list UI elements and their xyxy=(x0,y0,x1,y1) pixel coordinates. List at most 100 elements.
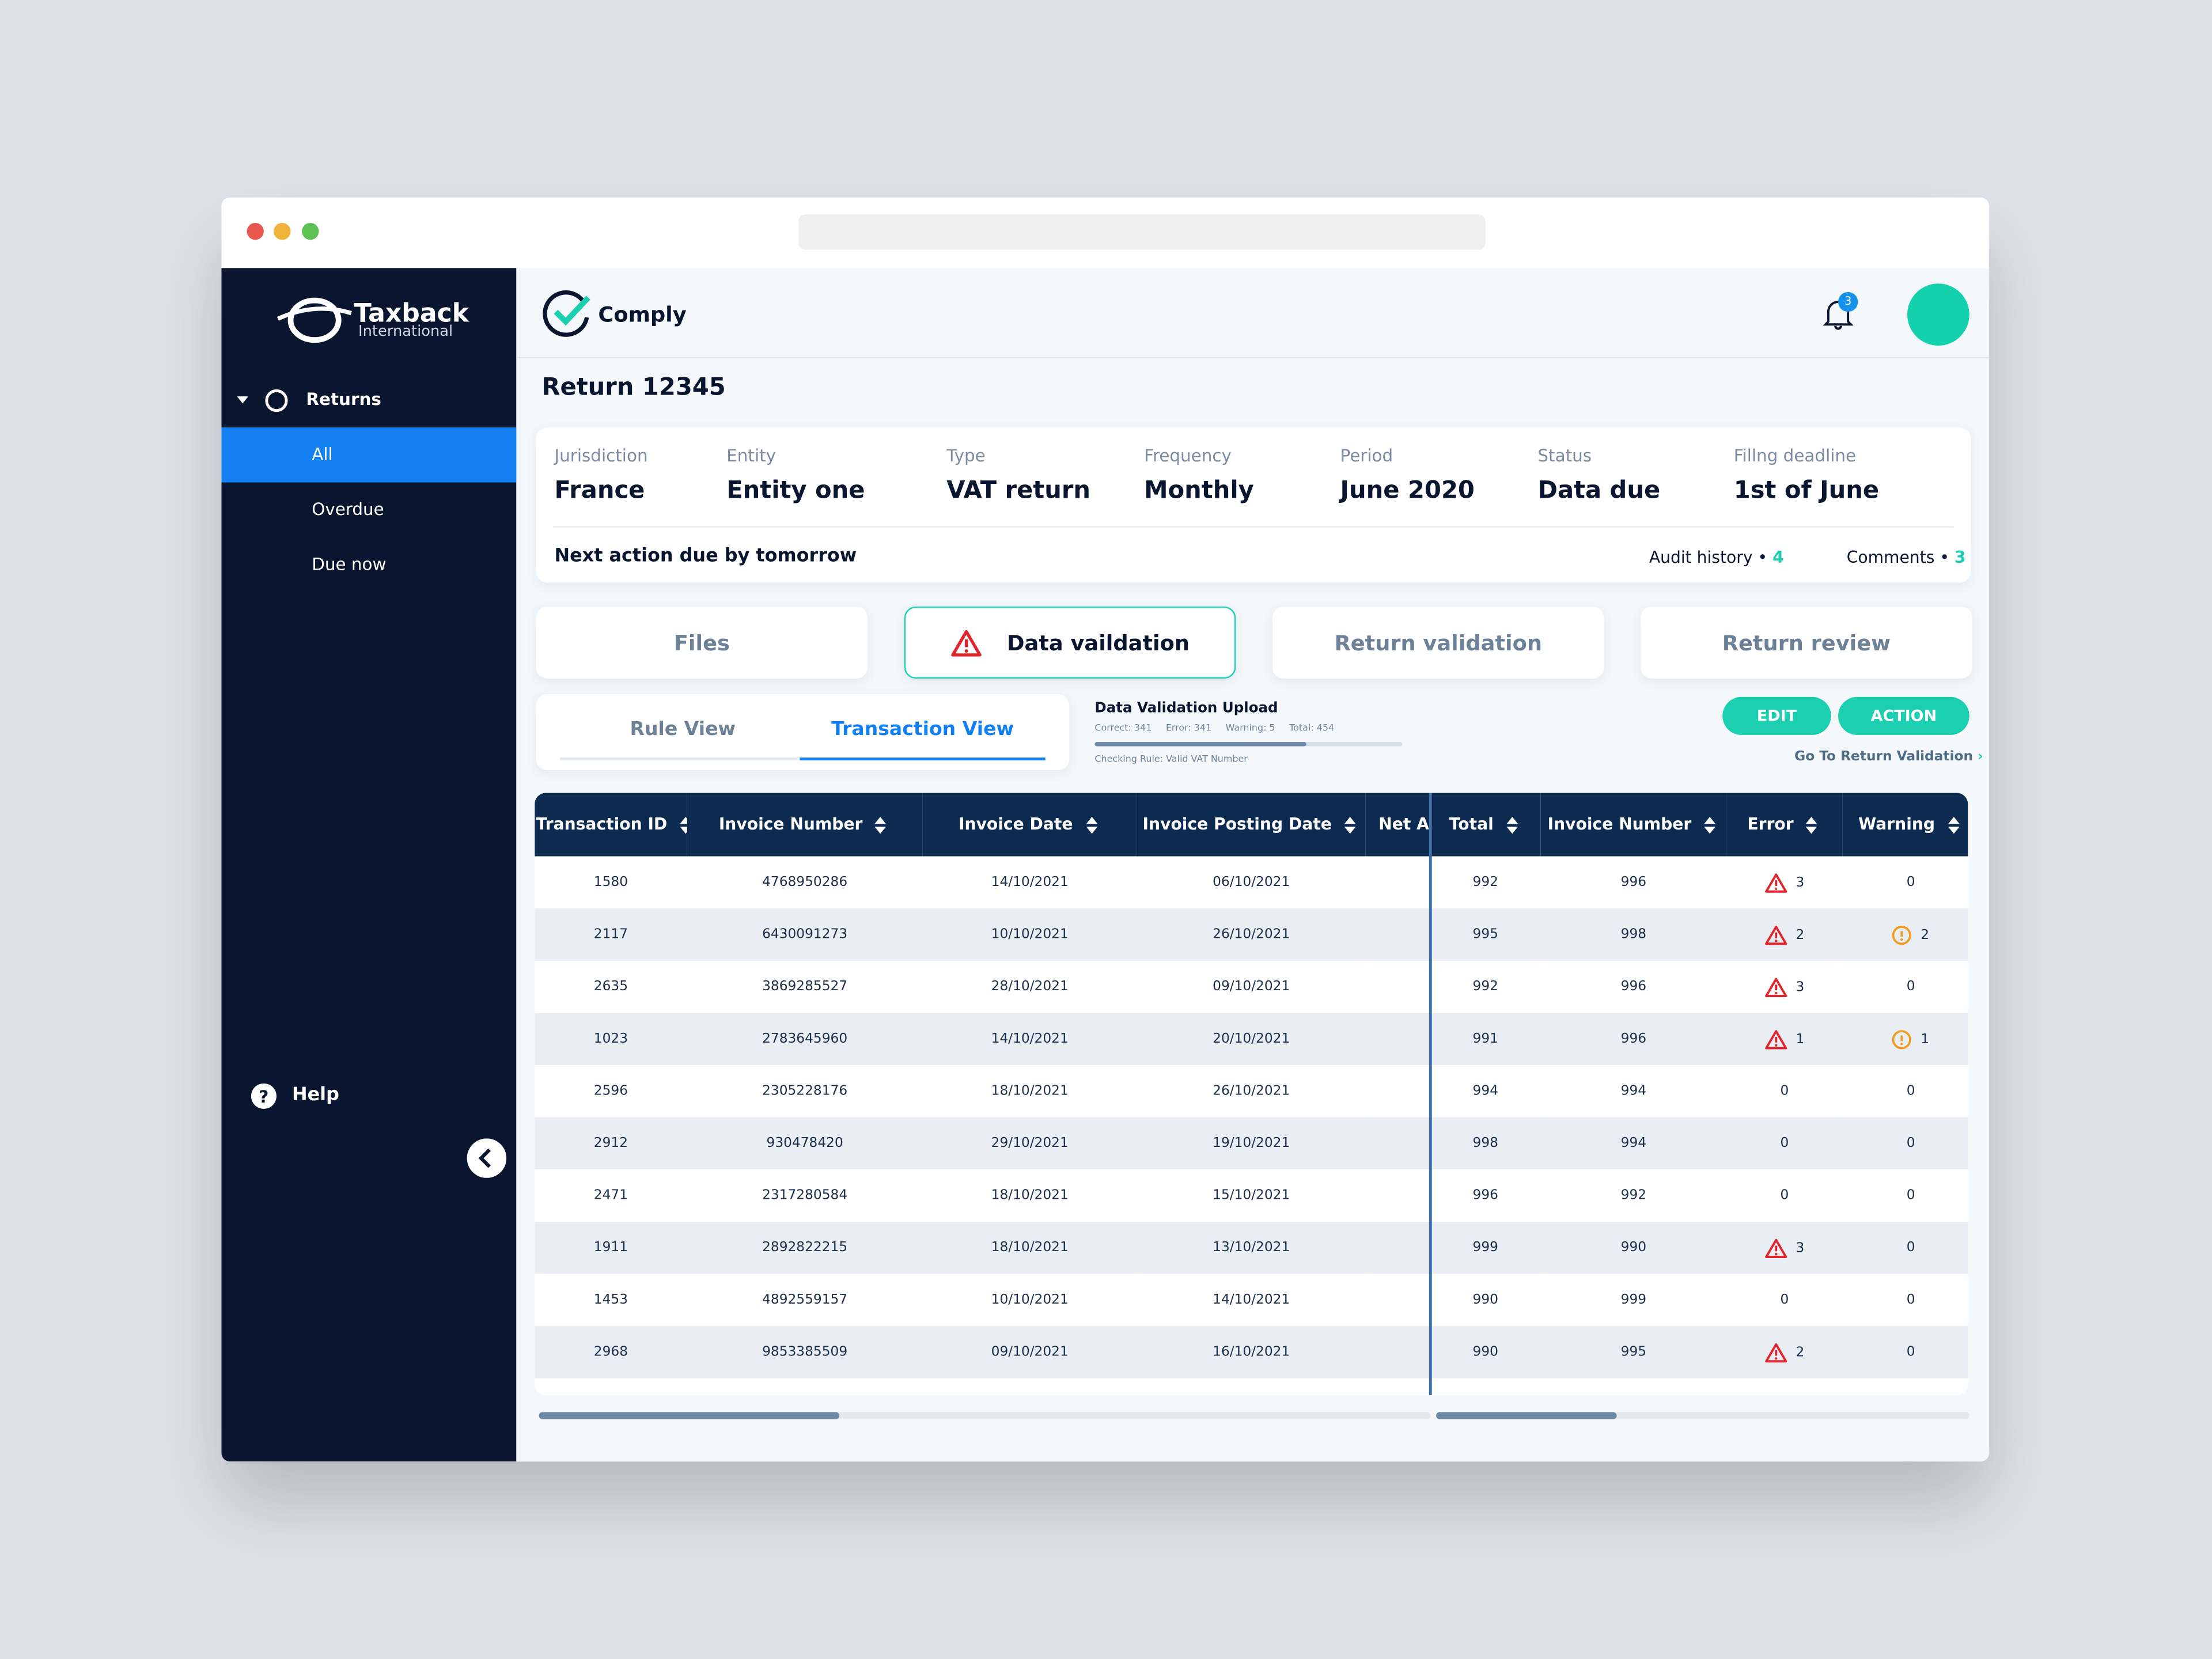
column-header[interactable]: Invoice Posting Date xyxy=(1137,793,1366,857)
cell-text: 998 xyxy=(1620,926,1647,942)
avatar[interactable] xyxy=(1907,283,1969,346)
table-row[interactable]: 1580 4768950286 14/10/2021 06/10/2021 708 xyxy=(535,856,1431,909)
scroll-thumb[interactable] xyxy=(539,1412,840,1419)
collapse-button[interactable] xyxy=(467,1138,507,1178)
table-cell: 18/10/2021 xyxy=(922,1169,1137,1222)
table-row[interactable]: 99099311 xyxy=(1430,1378,1968,1396)
scrollbar[interactable] xyxy=(1436,1412,1969,1419)
table-cell: 570 xyxy=(1365,908,1431,961)
audit-link[interactable]: Audit history • 4 xyxy=(1649,547,1784,567)
minimize-dot[interactable] xyxy=(274,222,291,240)
nav-item[interactable]: All xyxy=(221,427,517,483)
table-row[interactable]: 992 996 3 0 xyxy=(1430,856,1968,909)
table-row[interactable]: 2117 6430091273 10/10/2021 26/10/2021 570 xyxy=(535,908,1431,961)
upload-stat: Error: 341 xyxy=(1165,722,1212,734)
cell-text: 0 xyxy=(1906,874,1915,891)
table-row[interactable]: 2635 3869285527 28/10/2021 09/10/2021 740 xyxy=(535,960,1431,1013)
table-row[interactable]: 1023 2783645960 14/10/2021 20/10/2021 81 xyxy=(535,1013,1431,1065)
maximize-dot[interactable] xyxy=(302,222,319,240)
cell-text: 992 xyxy=(1620,1188,1647,1203)
table-row[interactable]: 998 994 0 0 xyxy=(1430,1117,1968,1170)
table-row[interactable]: 991 996 1 1 xyxy=(1430,1013,1968,1065)
table-cell: 2635 xyxy=(535,960,687,1013)
comments-link[interactable]: Comments • 3 xyxy=(1847,547,1966,567)
nav-item[interactable]: Due now xyxy=(312,554,387,574)
table-row[interactable]: 995 998 2 2 xyxy=(1430,908,1968,961)
column-header[interactable]: Invoice Number xyxy=(1540,793,1727,857)
cell-text: 1911 xyxy=(593,1240,628,1256)
header-text: Invoice Posting Date xyxy=(1142,814,1332,834)
table-cell: 995 xyxy=(1430,908,1541,961)
table-cell: 994 xyxy=(1430,1065,1541,1118)
table-cell: 2563 xyxy=(535,1378,687,1396)
help-link[interactable]: Help xyxy=(291,1085,339,1107)
cell-text: 2317280584 xyxy=(762,1188,848,1203)
column-header[interactable]: Net Amount xyxy=(1365,793,1431,857)
return-validation-link[interactable]: Go To Return Validation › xyxy=(1794,749,1983,764)
address-bar[interactable] xyxy=(798,214,1486,250)
table-cell: 0 xyxy=(1842,1117,1968,1170)
step-card[interactable]: Data vaildation xyxy=(904,607,1236,679)
table-cell: 18/10/2021 xyxy=(922,1221,1137,1274)
field-value: Data due xyxy=(1537,476,1661,505)
table-cell: 2892822215 xyxy=(687,1221,923,1274)
table-cell: 26/10/2021 xyxy=(1137,1065,1366,1118)
scroll-thumb[interactable] xyxy=(1436,1412,1617,1419)
column-header[interactable]: Invoice Date xyxy=(922,793,1137,857)
table-cell: 806 xyxy=(1365,1221,1431,1274)
step-card[interactable]: Return validation xyxy=(1272,607,1604,679)
table-row[interactable]: 994 994 0 0 xyxy=(1430,1065,1968,1118)
header-text: Error xyxy=(1747,814,1794,834)
column-header[interactable]: Transaction ID xyxy=(535,793,687,857)
step-card[interactable]: Return review xyxy=(1641,607,1972,679)
section-title[interactable]: Returns xyxy=(306,389,381,410)
table-cell: 993 xyxy=(1540,1378,1727,1396)
table-row[interactable]: 992 996 3 0 xyxy=(1430,960,1968,1013)
help-icon: ? xyxy=(251,1083,277,1109)
column-header[interactable]: Warning xyxy=(1842,793,1968,857)
close-dot[interactable] xyxy=(247,222,264,240)
table-row[interactable]: 999 990 3 0 xyxy=(1430,1221,1968,1274)
tab[interactable]: Transaction View xyxy=(800,694,1046,761)
header-row: Total Invoice Number Error Warning xyxy=(1430,793,1968,857)
step-label: Data vaildation xyxy=(1007,630,1190,656)
divider xyxy=(516,357,1990,359)
table-cell: 0 xyxy=(1726,1169,1843,1222)
table-row[interactable]: 2912 930478420 29/10/2021 19/10/2021 64 xyxy=(535,1117,1431,1170)
nav-item[interactable]: Overdue xyxy=(312,499,384,520)
step-card[interactable]: Files xyxy=(536,607,868,679)
table-row[interactable]: 2596 2305228176 18/10/2021 26/10/2021 614 xyxy=(535,1065,1431,1118)
field-value: Entity one xyxy=(726,476,865,505)
table-cell: 0 xyxy=(1726,1274,1843,1327)
table-row[interactable]: 996 992 0 0 xyxy=(1430,1169,1968,1222)
cell-text: 991 xyxy=(1472,1031,1498,1047)
action-button[interactable]: ACTION xyxy=(1838,696,1969,735)
table-cell: 992 xyxy=(1430,960,1541,1013)
table-right: Total Invoice Number Error Warning 992 996 3 0 9… xyxy=(1430,793,1968,1396)
table-row[interactable]: 2471 2317280584 18/10/2021 15/10/2021 635 xyxy=(535,1169,1431,1222)
field-value: 1st of June xyxy=(1733,476,1880,505)
table-row[interactable]: 1453 4892559157 10/10/2021 14/10/2021 741 xyxy=(535,1274,1431,1327)
column-header[interactable]: Total xyxy=(1430,793,1541,857)
scrollbar[interactable] xyxy=(539,1412,1431,1419)
column-header[interactable]: Invoice Number xyxy=(687,793,923,857)
table-cell: 2783645960 xyxy=(687,1013,923,1065)
table-row[interactable]: 1911 2892822215 18/10/2021 13/10/2021 806 xyxy=(535,1221,1431,1274)
table-cell: 29/10/2021 xyxy=(922,1117,1137,1170)
column-header[interactable]: Error xyxy=(1726,793,1843,857)
table-cell: 14/10/2021 xyxy=(922,1013,1137,1065)
table-cell: 64 xyxy=(1365,1117,1431,1170)
cell-text: 10/10/2021 xyxy=(991,1292,1069,1308)
table-cell: 1 xyxy=(1726,1013,1843,1065)
table-row[interactable]: 2968 9853385509 09/10/2021 16/10/2021 37 xyxy=(535,1326,1431,1378)
cell-text: 18/10/2021 xyxy=(991,1240,1069,1256)
table-cell: 708 xyxy=(1365,856,1431,909)
table-cell: 992 xyxy=(1430,856,1541,909)
table-row[interactable]: 990 995 2 0 xyxy=(1430,1326,1968,1378)
table-row[interactable]: 990 999 0 0 xyxy=(1430,1274,1968,1327)
table-cell: 999 xyxy=(1430,1221,1541,1274)
cell-text: 998 xyxy=(1472,1135,1498,1152)
tab[interactable]: Rule View xyxy=(560,694,806,761)
edit-button[interactable]: EDIT xyxy=(1722,696,1831,735)
